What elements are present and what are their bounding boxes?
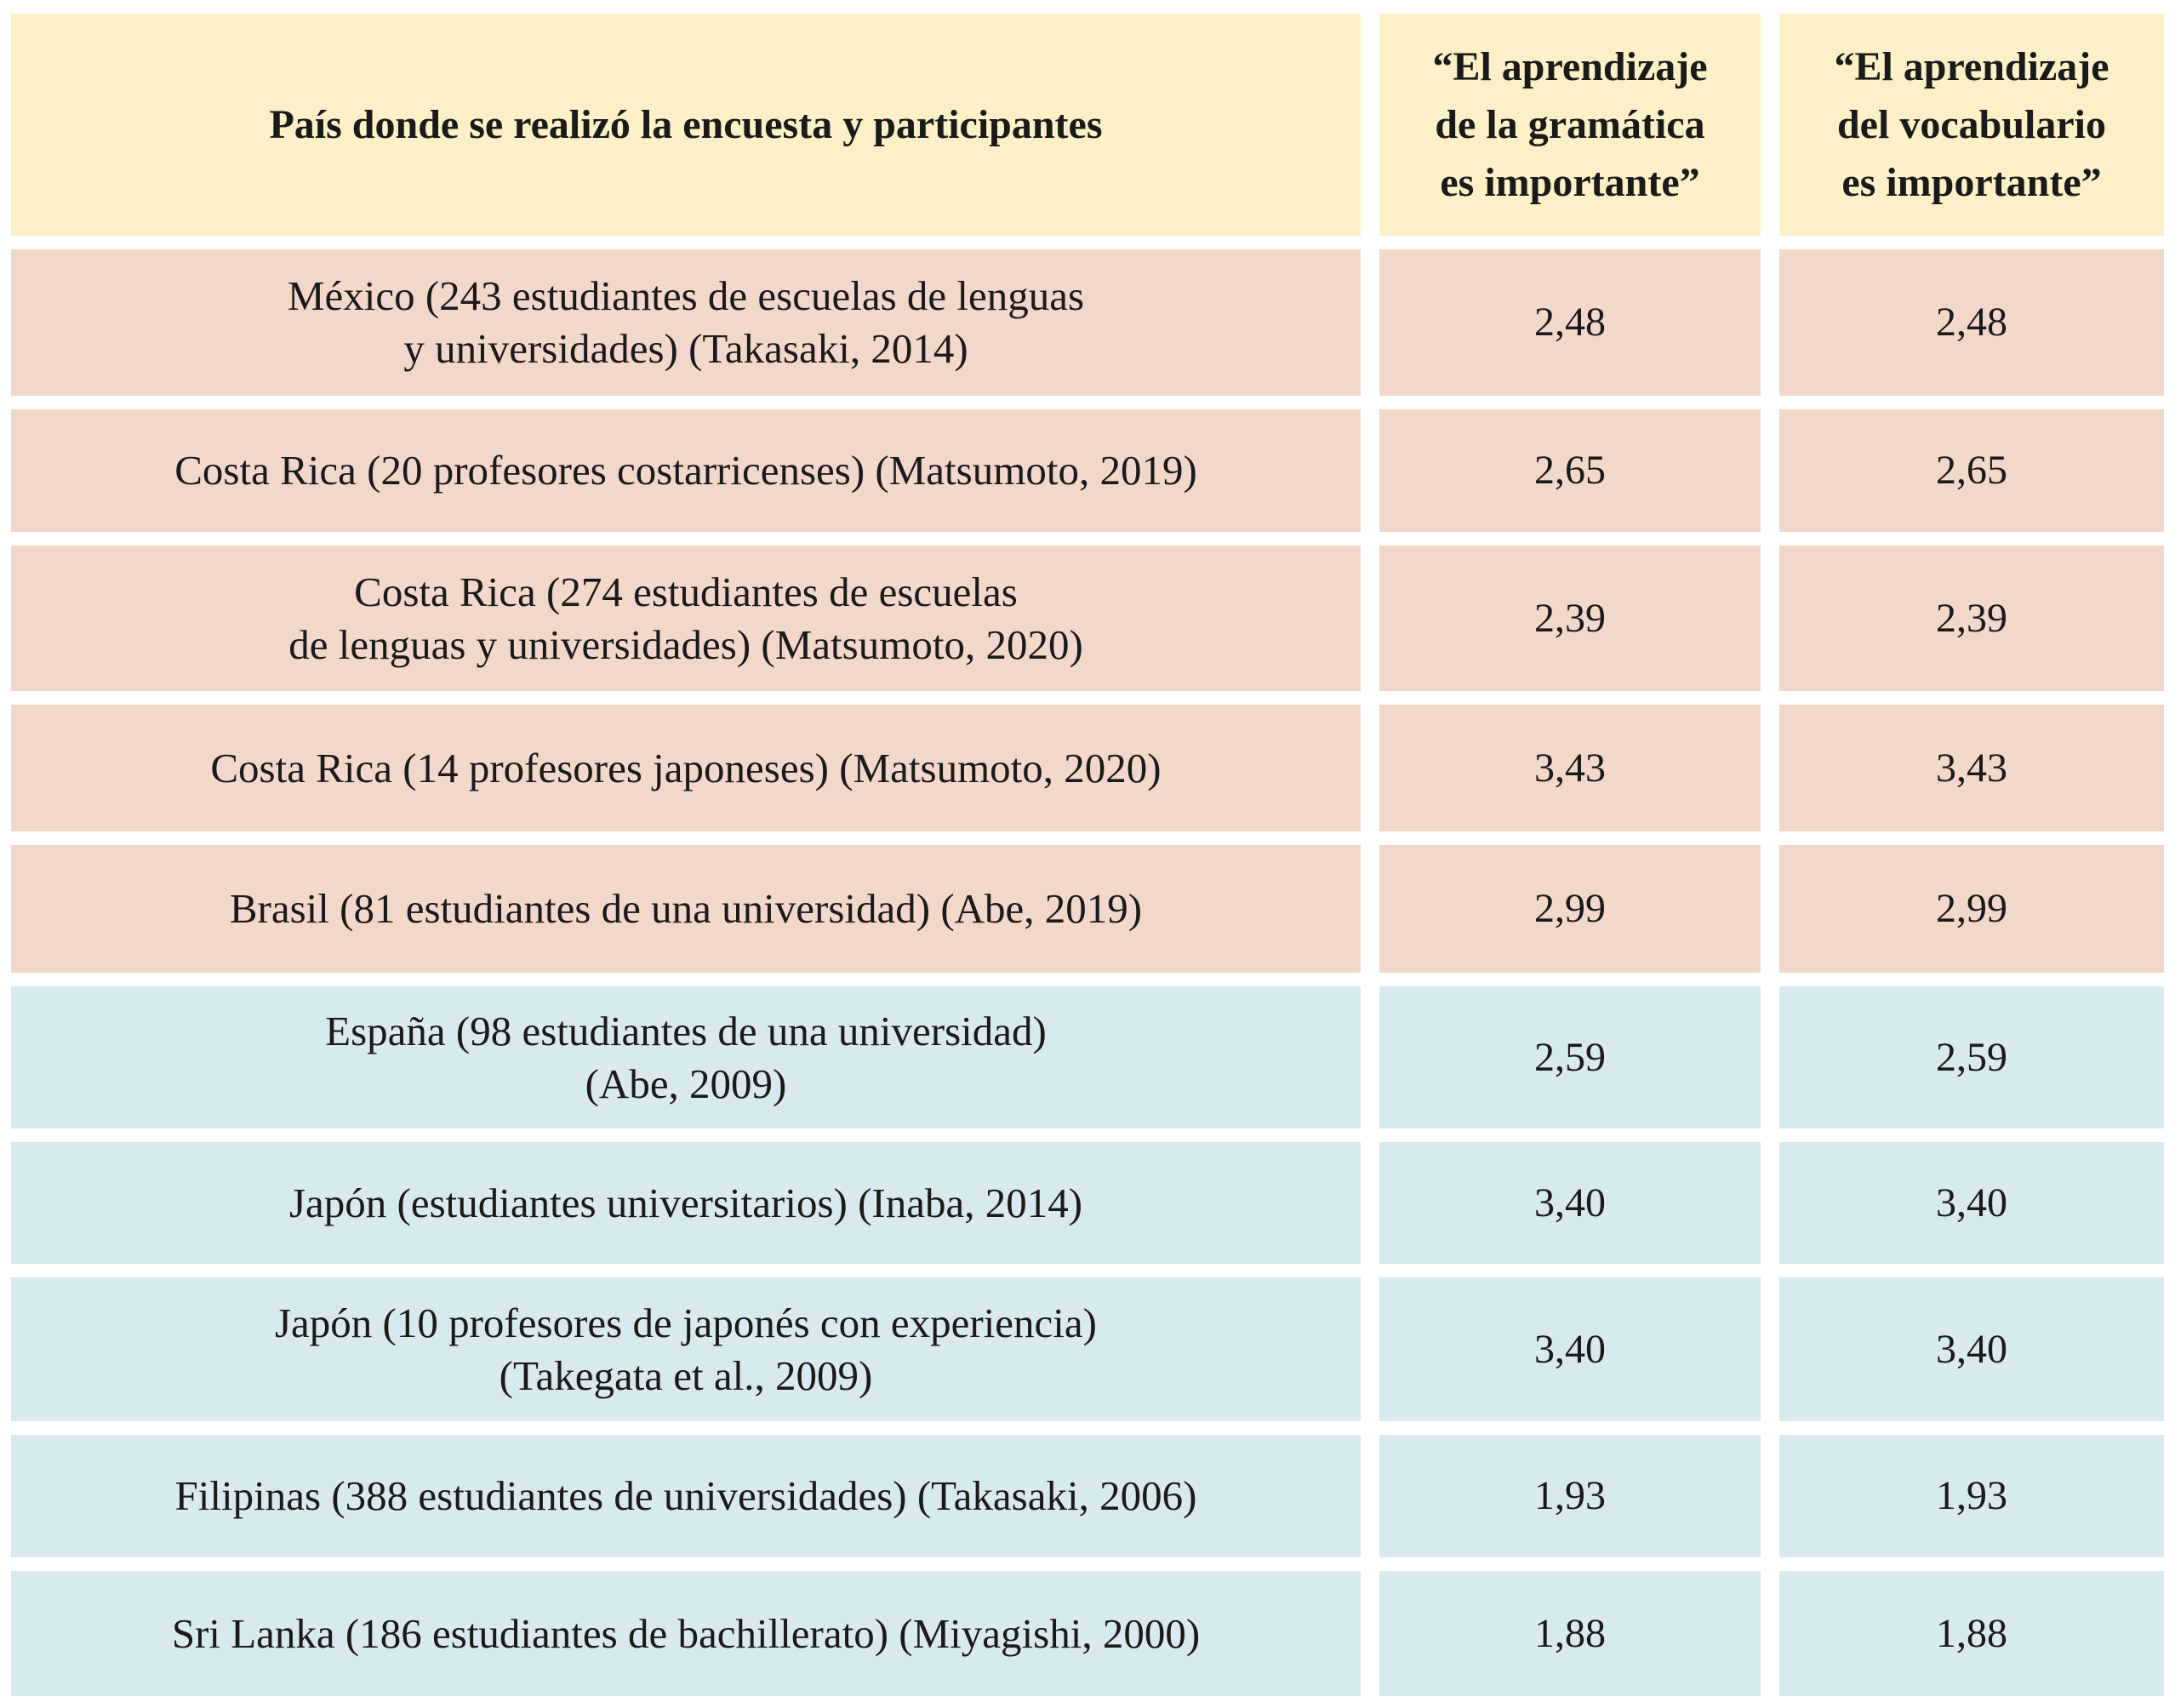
vocabulary-score-cell: 2,59 [1779, 986, 2164, 1128]
vocabulary-score-cell: 2,48 [1779, 249, 2164, 396]
row-label-line: (Takegata et al., 2009) [499, 1351, 873, 1399]
grammar-score: 2,48 [1534, 300, 1606, 345]
row-label-line: (Abe, 2009) [585, 1060, 787, 1107]
row-label-line: México (243 estudiantes de escuelas de l… [287, 272, 1085, 319]
vocabulary-score: 1,93 [1936, 1473, 2007, 1518]
row-label-line: Sri Lanka (186 estudiantes de bachillera… [171, 1609, 1201, 1657]
row-label-line: Costa Rica (20 profesores costarricenses… [174, 447, 1197, 494]
grammar-score-cell: 1,93 [1379, 1435, 1761, 1557]
vocabulary-score-cell: 3,40 [1779, 1142, 2164, 1264]
grammar-score: 2,59 [1534, 1034, 1606, 1080]
vocabulary-score: 3,43 [1936, 745, 2007, 791]
header-line: “El aprendizaje [1834, 43, 2109, 89]
vocabulary-score-cell: 2,99 [1779, 845, 2164, 973]
vocabulary-score: 3,40 [1936, 1180, 2007, 1225]
grammar-score: 3,40 [1534, 1326, 1606, 1372]
header-line: es importante” [1440, 159, 1700, 205]
grammar-score: 3,43 [1534, 745, 1606, 791]
vocabulary-score-cell: 3,43 [1779, 705, 2164, 831]
header-grammar: “El aprendizaje de la gramática es impor… [1379, 14, 1761, 236]
grammar-score: 2,65 [1534, 448, 1606, 493]
vocabulary-score: 2,65 [1936, 448, 2007, 493]
grammar-score-cell: 2,39 [1379, 546, 1761, 691]
grammar-score-cell: 2,59 [1379, 986, 1761, 1128]
header-line: es importante” [1841, 159, 2102, 205]
header-country-participants: País donde se realizó la encuesta y part… [11, 14, 1361, 236]
row-label-line: Japón (estudiantes universitarios) (Inab… [288, 1179, 1083, 1226]
grammar-score-cell: 3,40 [1379, 1142, 1761, 1264]
grammar-score-cell: 2,99 [1379, 845, 1761, 973]
row-label-cell: Japón (10 profesores de japonés con expe… [11, 1277, 1361, 1421]
row-label-cell: México (243 estudiantes de escuelas de l… [11, 249, 1361, 396]
header-line: de la gramática [1435, 101, 1705, 147]
row-label-cell: Sri Lanka (186 estudiantes de bachillera… [11, 1571, 1361, 1696]
vocabulary-score: 3,40 [1936, 1326, 2007, 1372]
row-label-line: España (98 estudiantes de una universida… [325, 1007, 1047, 1054]
grammar-score-cell: 3,40 [1379, 1277, 1761, 1421]
vocabulary-score-cell: 2,65 [1779, 409, 2164, 532]
row-label-line: Costa Rica (274 estudiantes de escuelas [354, 568, 1018, 615]
survey-table: País donde se realizó la encuesta y part… [11, 14, 2164, 1696]
vocabulary-score-cell: 1,88 [1779, 1571, 2164, 1696]
vocabulary-score-cell: 2,39 [1779, 546, 2164, 691]
grammar-score-cell: 2,65 [1379, 409, 1761, 532]
row-label-cell: Costa Rica (20 profesores costarricenses… [11, 409, 1361, 532]
row-label-line: y universidades) (Takasaki, 2014) [403, 325, 968, 372]
row-label-line: Brasil (81 estudiantes de una universida… [229, 885, 1143, 932]
grammar-score: 1,93 [1534, 1473, 1606, 1518]
vocabulary-score: 2,39 [1936, 595, 2007, 641]
header-vocabulary: “El aprendizaje del vocabulario es impor… [1779, 14, 2164, 236]
grammar-score: 2,39 [1534, 595, 1606, 641]
vocabulary-score: 2,48 [1936, 300, 2007, 345]
grammar-score: 3,40 [1534, 1180, 1606, 1225]
row-label-cell: Filipinas (388 estudiantes de universida… [11, 1435, 1361, 1557]
vocabulary-score: 2,99 [1936, 886, 2007, 931]
row-label-cell: Japón (estudiantes universitarios) (Inab… [11, 1142, 1361, 1264]
grammar-score-cell: 1,88 [1379, 1571, 1761, 1696]
row-label-cell: Brasil (81 estudiantes de una universida… [11, 845, 1361, 973]
row-label-cell: España (98 estudiantes de una universida… [11, 986, 1361, 1128]
row-label-line: Japón (10 profesores de japonés con expe… [274, 1299, 1097, 1346]
row-label-cell: Costa Rica (274 estudiantes de escuelas d… [11, 546, 1361, 691]
row-label-line: de lenguas y universidades) (Matsumoto, … [288, 620, 1083, 668]
row-label-line: Costa Rica (14 profesores japoneses) (Ma… [210, 744, 1162, 791]
vocabulary-score: 2,59 [1936, 1034, 2007, 1080]
vocabulary-score-cell: 3,40 [1779, 1277, 2164, 1421]
row-label-cell: Costa Rica (14 profesores japoneses) (Ma… [11, 705, 1361, 831]
grammar-score: 2,99 [1534, 886, 1606, 931]
row-label-line: Filipinas (388 estudiantes de universida… [174, 1472, 1197, 1519]
grammar-score: 1,88 [1534, 1610, 1606, 1656]
vocabulary-score: 1,88 [1936, 1610, 2007, 1656]
vocabulary-score-cell: 1,93 [1779, 1435, 2164, 1557]
header-line: del vocabulario [1836, 101, 2106, 147]
header-label: País donde se realizó la encuesta y part… [269, 101, 1103, 147]
grammar-score-cell: 2,48 [1379, 249, 1761, 396]
header-line: “El aprendizaje [1432, 43, 1708, 89]
grammar-score-cell: 3,43 [1379, 705, 1761, 831]
